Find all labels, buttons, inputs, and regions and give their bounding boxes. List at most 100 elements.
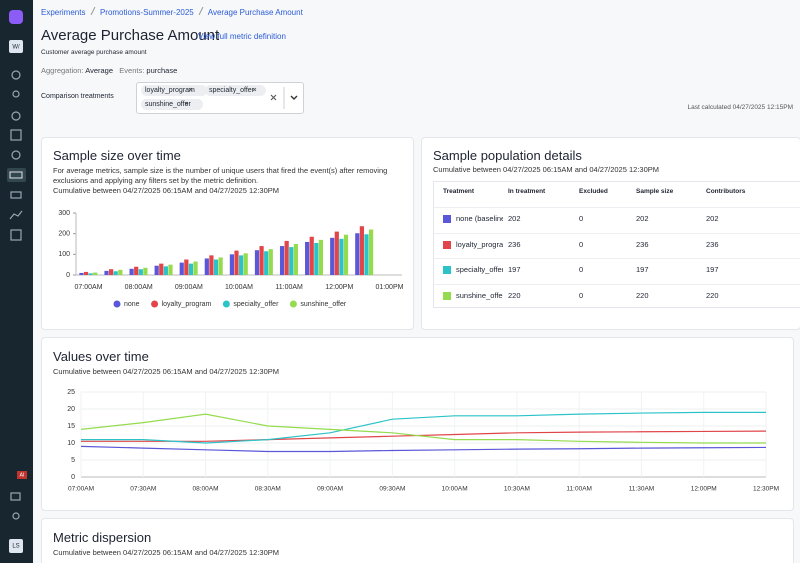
user-avatar[interactable]: LS <box>12 544 19 550</box>
x-tick-label: 10:00AM <box>442 486 468 493</box>
bar <box>234 250 239 275</box>
y-tick-label: 15 <box>67 423 75 430</box>
treatment-name: none (baseline) <box>456 214 503 223</box>
column-header: Excluded <box>579 188 608 195</box>
y-tick-label: 200 <box>58 231 70 238</box>
treatment-name: sunshine_offer <box>456 290 503 300</box>
cell: 220 <box>706 290 719 300</box>
bar <box>268 249 273 275</box>
x-tick-label: 01:00PM <box>375 284 403 291</box>
chip[interactable]: sunshine_offer <box>141 99 203 110</box>
bar <box>239 255 244 275</box>
separator <box>90 6 96 16</box>
card-title: Sample population details <box>433 148 582 163</box>
cell: 0 <box>579 290 584 300</box>
x-tick-label: 09:00AM <box>175 284 203 291</box>
separator <box>198 6 204 16</box>
bar <box>293 244 298 275</box>
card-title: Sample size over time <box>53 148 181 163</box>
row-divider <box>434 258 800 259</box>
bar <box>364 234 369 275</box>
bar <box>163 266 168 275</box>
cell: 220 <box>636 290 649 300</box>
sample-size-card: Sample size over time For average metric… <box>41 137 414 330</box>
bar <box>243 253 248 275</box>
card-subtitle: Cumulative between 04/27/2025 06:15AM an… <box>53 186 279 195</box>
x-tick-label: 08:00AM <box>125 284 153 291</box>
bar <box>188 263 194 275</box>
events-label: Events: <box>119 66 145 75</box>
events: purchase <box>146 66 178 75</box>
bar <box>104 270 109 275</box>
bar <box>229 254 234 275</box>
bar <box>368 229 374 275</box>
treatment-color <box>443 215 451 223</box>
bar <box>193 261 198 275</box>
bar <box>143 267 148 275</box>
y-tick-label: 100 <box>58 251 70 258</box>
y-tick-label: 10 <box>67 440 75 447</box>
cell: 236 <box>706 239 719 249</box>
treatment-select[interactable]: loyalty_program specialty_offer sunshine… <box>136 82 304 114</box>
legend-label: loyalty_program <box>162 301 212 308</box>
chip[interactable]: specialty_offer <box>205 85 267 96</box>
bar <box>330 237 335 275</box>
bar <box>305 241 310 275</box>
y-tick-label: 300 <box>58 210 70 217</box>
bar <box>254 250 260 275</box>
bar <box>213 259 219 275</box>
bar <box>88 273 93 275</box>
x-tick-label: 11:30AM <box>629 486 655 493</box>
card-subtitle: Cumulative between 04/27/2025 06:15AM an… <box>433 165 659 174</box>
bar <box>159 263 164 275</box>
breadcrumb-item[interactable]: Experiments <box>41 8 86 17</box>
bar <box>359 226 364 275</box>
meta: Aggregation: Average Events: purchase <box>41 66 177 75</box>
legend-marker <box>222 300 230 308</box>
cell: 0 <box>579 239 584 249</box>
bar <box>154 265 159 275</box>
bar <box>129 268 134 275</box>
line-chart: 0 5 10 15 20 25 07:00AM 07:30AM 08:00AM 08:30AM 09… <box>67 389 779 493</box>
ai-badge[interactable]: AI <box>20 472 25 478</box>
page-title: Average Purchase Amount <box>41 27 220 44</box>
x-tick-label: 08:30AM <box>255 486 281 493</box>
x-tick-label: 09:30AM <box>379 486 405 493</box>
y-tick-label: 0 <box>66 272 70 279</box>
bar <box>79 272 84 275</box>
x-tick-label: 12:30PM <box>753 486 779 493</box>
legend-label: none <box>124 301 140 308</box>
line <box>81 430 767 442</box>
x-tick-label: 12:00PM <box>325 284 353 291</box>
x-tick-label: 07:30AM <box>130 486 156 493</box>
chip[interactable]: loyalty_program <box>141 85 207 96</box>
bar <box>279 246 285 275</box>
bar <box>118 269 123 275</box>
values-card: Values over time Cumulative between 04/2… <box>41 337 794 511</box>
treatment-name: specialty_offer <box>456 265 503 274</box>
treatment-color <box>443 291 451 300</box>
workspace[interactable]: W/ <box>12 45 20 51</box>
bar <box>318 239 324 275</box>
bar <box>339 238 344 275</box>
card-subtitle: Cumulative between 04/27/2025 06:15AM an… <box>53 367 279 376</box>
dispersion-card: Metric dispersion Cumulative between 04/… <box>41 518 794 563</box>
x-tick-label: 07:00AM <box>68 486 94 493</box>
bar <box>284 240 289 275</box>
population-table: Treatment In treatment Excluded Sample size… <box>433 181 800 308</box>
population-card: Sample population details Cumulative bet… <box>421 137 800 330</box>
legend-marker <box>151 300 159 308</box>
cell: 236 <box>636 239 649 249</box>
bar <box>109 269 114 275</box>
definition-link[interactable]: View full metric definition <box>198 32 286 41</box>
bar <box>309 236 314 275</box>
x-tick-label: 11:00AM <box>566 486 592 493</box>
breadcrumb-item[interactable]: Average Purchase Amount <box>207 8 303 17</box>
bar <box>289 247 294 275</box>
description: Customer average purchase amount <box>41 49 147 56</box>
x-tick-label: 07:00AM <box>75 284 103 291</box>
column-header: Sample size <box>636 188 674 195</box>
breadcrumb-item[interactable]: Promotions-Summer-2025 <box>99 8 194 17</box>
cell: 220 <box>508 290 521 300</box>
legend-marker <box>289 300 297 308</box>
